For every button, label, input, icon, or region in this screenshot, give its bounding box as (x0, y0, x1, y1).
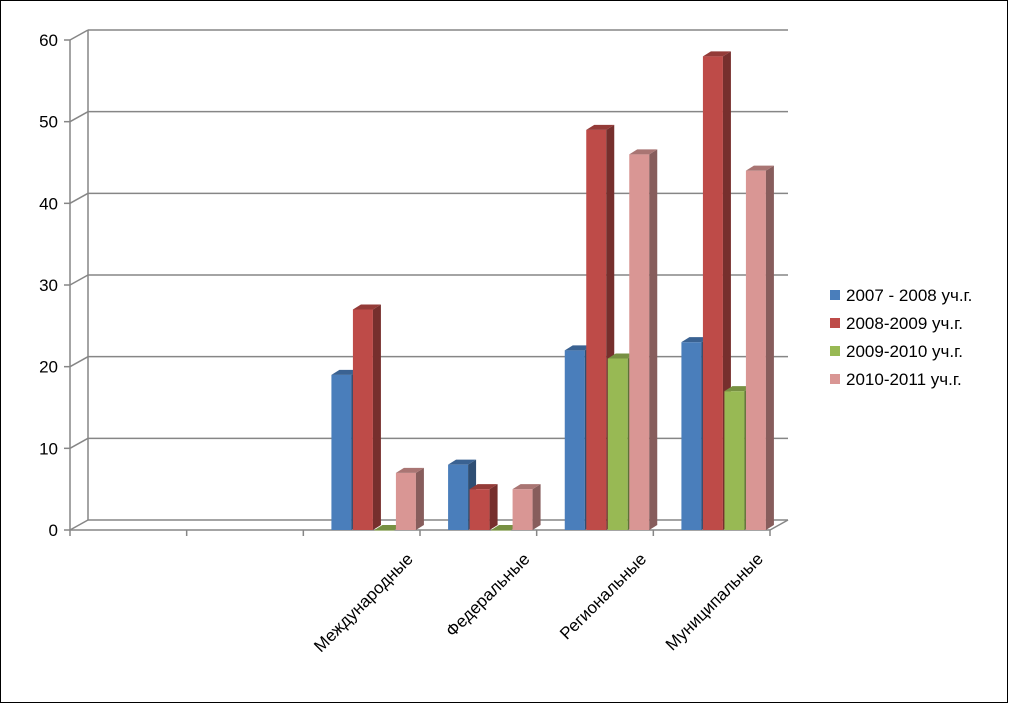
legend-entry: 2009-2010 уч.г. (830, 342, 972, 370)
bar-top (448, 459, 477, 465)
bar-top (607, 353, 636, 359)
legend-entry: 2008-2009 уч.г. (830, 314, 972, 342)
legend-swatch (830, 318, 840, 328)
bar-side (415, 467, 424, 530)
legend-entry: 2010-2011 уч.г. (830, 370, 972, 398)
bar-top (331, 369, 360, 375)
bar (564, 350, 585, 530)
y-tick-label: 20 (39, 358, 58, 377)
legend-swatch (830, 346, 840, 356)
bar-top (724, 386, 753, 392)
bar-side (765, 165, 774, 530)
gridline-depth (69, 111, 89, 123)
gridline-depth (69, 356, 89, 368)
bar (491, 530, 512, 531)
bar-top (395, 467, 424, 473)
legend-label: 2010-2011 уч.г. (846, 370, 962, 389)
chart-legend: 2007 - 2008 уч.г. 2008-2009 уч.г. 2009-201… (830, 286, 972, 398)
legend-label: 2008-2009 уч.г. (846, 314, 963, 333)
y-tick-label: 30 (39, 276, 58, 295)
y-tick-label: 10 (39, 439, 58, 458)
y-tick-label: 0 (49, 521, 58, 540)
bar-side (489, 484, 498, 530)
bar (702, 56, 723, 530)
bar (586, 129, 607, 531)
bar-side (649, 149, 658, 531)
bar-top (564, 345, 593, 351)
bar (352, 309, 373, 530)
bar (374, 530, 395, 531)
gridline-depth (69, 274, 89, 286)
legend-swatch (830, 290, 840, 300)
x-category-label: Международные (310, 549, 417, 656)
bar-top (491, 525, 520, 530)
bar-top (681, 337, 710, 343)
bar (469, 489, 490, 530)
y-tick-label: 60 (39, 31, 58, 50)
y-tick-label: 50 (39, 113, 58, 132)
bar-top (629, 149, 658, 155)
bar-top (469, 484, 498, 490)
bar (607, 358, 628, 530)
bar-top (352, 304, 381, 310)
gridline-depth (69, 29, 89, 41)
gridline-depth (69, 519, 89, 531)
bar-top (745, 165, 774, 171)
legend-entry: 2007 - 2008 уч.г. (830, 286, 972, 314)
gridline-depth (69, 192, 89, 204)
x-category-label: Муниципальные (662, 549, 767, 654)
legend-label: 2009-2010 уч.г. (846, 342, 963, 361)
bar-top (374, 525, 403, 530)
bar-side (532, 484, 541, 530)
y-tick-label: 40 (39, 194, 58, 213)
bar (745, 170, 766, 530)
bar (331, 374, 352, 530)
bar-top (512, 484, 541, 490)
x-category-label: Федеральные (442, 549, 533, 640)
bar-top (702, 51, 731, 57)
bar (512, 489, 533, 530)
bar (395, 472, 416, 530)
bar-side (372, 304, 381, 530)
bar (629, 154, 650, 531)
legend-label: 2007 - 2008 уч.г. (846, 286, 973, 305)
bar (681, 342, 702, 530)
bar-top (586, 124, 615, 130)
floor-edge (769, 519, 789, 531)
legend-swatch (830, 374, 840, 384)
bar (724, 391, 745, 530)
x-category-label: Региональные (556, 549, 650, 643)
bar (448, 464, 469, 530)
gridline-depth (69, 437, 89, 449)
